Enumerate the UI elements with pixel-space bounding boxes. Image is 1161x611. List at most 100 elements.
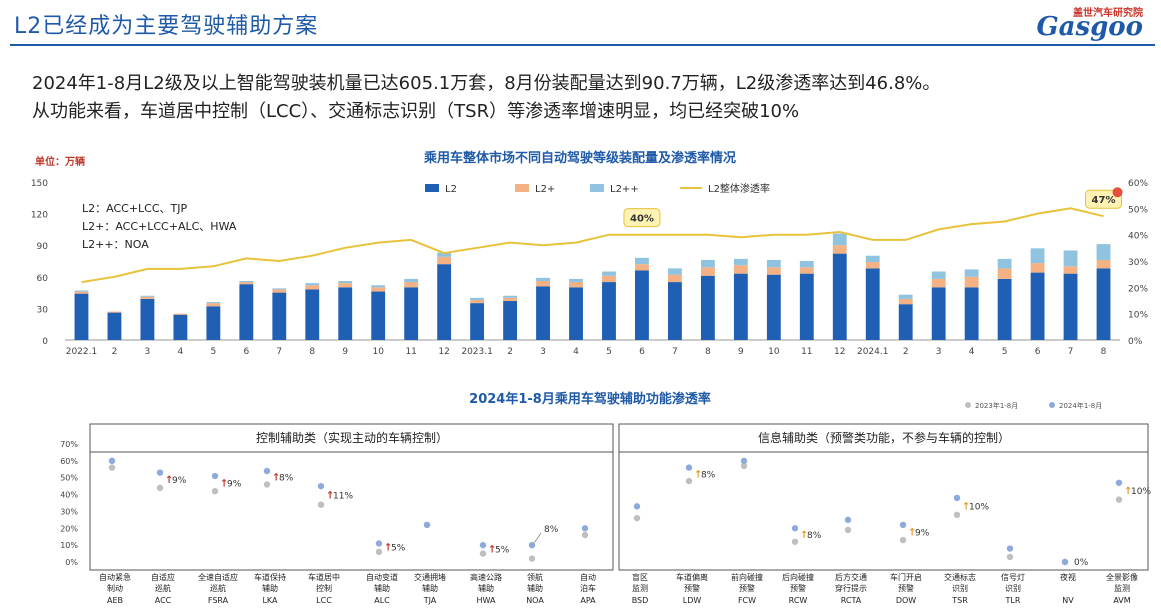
function-label-cn: 监测 [632,583,648,593]
bar-l2pp [865,255,880,263]
legend-label: L2 [445,184,457,195]
dot-2024-rcw [791,525,799,532]
function-code: NV [1062,596,1074,605]
x-tick-label: 6 [639,347,645,357]
function-label-cn: 全速自适应 [198,572,238,582]
x-tick-label: 3 [936,347,942,357]
group-title-info: 信息辅助类（预警类功能，不参与车辆的控制） [758,430,1010,445]
bar-l2plus [272,289,287,293]
bar-l2plus [1096,259,1111,269]
function-code: RCTA [841,596,862,605]
bar-l2pp [602,271,616,276]
dot-chart-title: 2024年1-8月乘用车驾驶辅助功能渗透率 [469,391,711,407]
bar-l2plus [74,291,89,294]
bar-l2plus [107,311,122,313]
bar-l2 [206,306,221,340]
x-tick-label: 6 [243,347,249,357]
y2-tick-label: 20% [1128,284,1148,294]
delta-leader [533,532,542,544]
function-label-cn: 预警 [739,583,755,593]
dot-2023-alc [375,548,383,556]
function-label-cn: 信号灯 [1001,572,1025,582]
dot-2023-dow [899,536,907,544]
bar-l2plus [832,245,847,254]
bar-l2pp [1030,248,1045,264]
dot-2023-noa [528,555,536,562]
function-label-cn: 领航 [527,572,543,582]
bar-l2pp [832,233,847,246]
dot-2023-aeb [108,464,116,471]
level-definition: L2：ACC+LCC、TJP [82,202,187,215]
function-label-cn: 识别 [952,584,968,593]
bar-l2plus [964,276,979,288]
delta-label: 0% [1074,558,1089,568]
bar-l2 [107,312,122,340]
x-tick-label: 4 [178,347,184,357]
y-tick-label: 120 [31,211,48,221]
x-tick-label: 7 [276,347,282,357]
bar-l2pp [503,295,518,298]
delta-label: 5% [391,544,406,554]
bar-l2plus [338,283,353,288]
function-label-cn: 夜视 [1060,572,1076,582]
bar-l2pp [898,294,913,299]
function-code: ALC [374,596,390,605]
bar-l2plus [1063,266,1078,274]
bar-l2pp [338,281,353,284]
bar-l2pp [733,258,748,266]
y-tick-label: 150 [31,179,48,189]
x-tick-label: 7 [1068,347,1074,357]
dot-2024-ldw [685,464,693,471]
logo-chinese: 盖世汽车研究院 [1073,8,1143,19]
bar-l2pp [239,281,254,283]
bar-l2pp [272,288,287,290]
bar-l2 [239,284,254,340]
delta-arrow: ↑ [962,501,970,512]
function-label-cn: 自适应 [151,572,175,582]
bar-l2plus [371,287,386,292]
function-label-cn: 控制 [316,583,332,593]
dot-2023-fsra [211,488,219,495]
legend-swatch [515,184,529,192]
bar-l2 [437,264,452,340]
legend-label: 2023年1-8月 [975,401,1018,410]
bar-l2pp [437,252,452,257]
function-label-cn: 自动紧急 [99,572,131,582]
level-definition: L2+：ACC+LCC+ALC、HWA [82,220,237,233]
function-code: AEB [107,596,123,605]
y-tick-label: 30 [37,305,49,315]
bar-l2plus [173,313,188,315]
function-label-cn: 前向碰撞 [731,572,763,582]
delta-label: 8% [279,474,294,484]
dot-2024-fsra [211,472,219,480]
bar-l2pp [931,271,946,279]
bar-l2 [569,287,583,340]
group-title-control: 控制辅助类（实现主动的车辆控制） [256,430,448,445]
function-label-cn: 监测 [1114,583,1130,593]
bar-l2plus [206,303,221,307]
function-code: LCC [316,596,332,605]
dot-2023-ldw [685,477,693,485]
x-tick-label: 12 [438,347,449,357]
dot-2024-lka [263,467,271,475]
dot-2024-acc [156,469,164,476]
function-label-cn: 预警 [684,583,700,593]
rate-annotation: 40% [630,214,654,225]
level-definition: L2++：NOA [82,238,149,251]
x-tick-label: 6 [1035,347,1041,357]
dot-2024-rcta [844,516,852,524]
bar-l2pp [536,277,550,282]
delta-label: 8% [807,531,822,541]
bar-l2pp [700,259,715,268]
function-code: TLR [1005,596,1021,605]
x-tick-label: 12 [834,347,845,357]
dot-2023-tsr [953,511,961,518]
bar-l2pp [964,269,979,277]
dot-2024-alc [375,540,383,547]
x-tick-label: 8 [1101,347,1107,357]
x-tick-label: 2 [507,347,513,357]
delta-label: 5% [495,545,510,555]
function-label-cn: 交通拥堵 [414,572,446,582]
x-tick-label: 10 [372,347,384,357]
x-tick-label: 2024.1 [857,347,889,357]
